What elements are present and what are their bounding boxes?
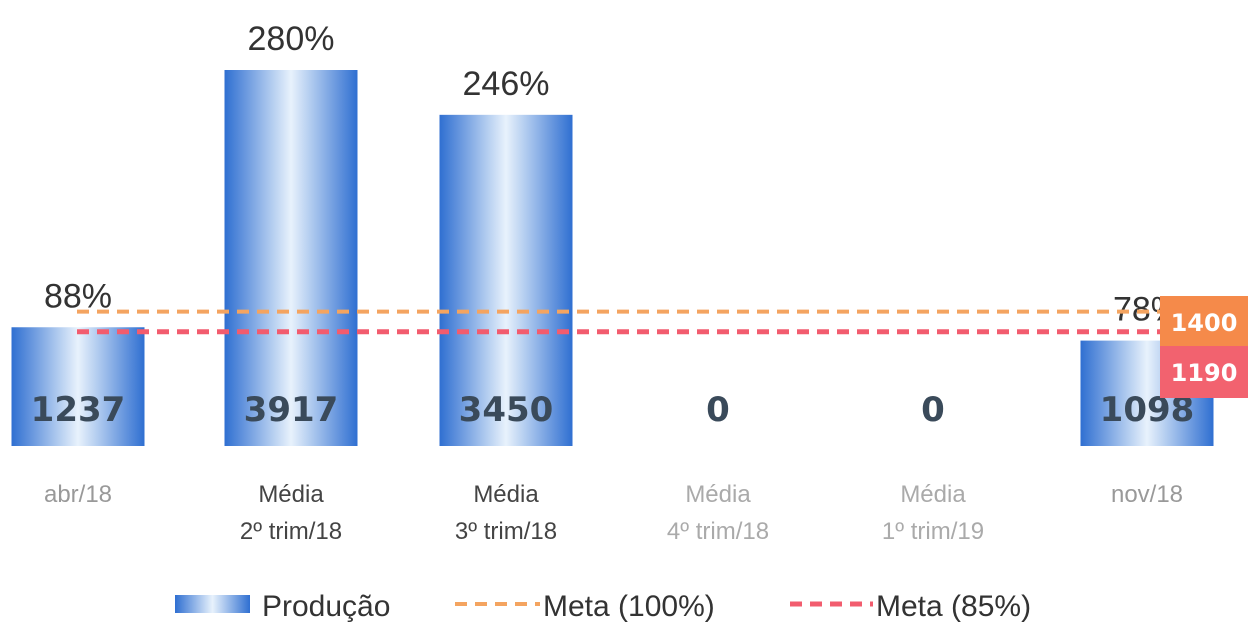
legend: Produção Meta (100%) Meta (85%) <box>175 590 1031 622</box>
target-badge-label: 1190 <box>1171 359 1238 387</box>
bar-value-label: 3917 <box>244 390 339 430</box>
bar-value-label: 1237 <box>31 390 126 430</box>
legend-label-producao: Produção <box>262 590 390 622</box>
category-label: 4º trim/18 <box>667 518 769 545</box>
bar <box>11 327 145 446</box>
category-label: Média <box>258 481 324 508</box>
bar-percent-label: 280% <box>248 20 335 58</box>
category-label: 2º trim/18 <box>240 518 342 545</box>
legend-swatch-producao <box>175 595 250 613</box>
legend-label-meta-100: Meta (100%) <box>543 590 715 622</box>
target-badge <box>1160 346 1248 398</box>
bar <box>439 114 573 446</box>
category-label: Média <box>685 481 751 508</box>
target-badges-layer: 1400 1190 <box>1160 296 1248 398</box>
bar-value-label: 3450 <box>459 390 554 430</box>
category-label: 3º trim/18 <box>455 518 557 545</box>
target-lines-layer <box>77 309 1160 335</box>
target-badge <box>1160 296 1248 348</box>
category-label: Média <box>900 481 966 508</box>
category-label: 1º trim/19 <box>882 518 984 545</box>
category-labels-layer: abr/18 Média 2º trim/18 Média 3º trim/18 Médi… <box>44 481 1183 545</box>
legend-label-meta-85: Meta (85%) <box>876 590 1031 622</box>
bar-value-labels-layer: 1237 3917 3450 0 0 1098 <box>31 390 1195 430</box>
bars-layer <box>11 70 1214 446</box>
target-badge-label: 1400 <box>1171 309 1238 337</box>
bar-percent-label: 88% <box>44 277 112 315</box>
bar-value-label: 0 <box>706 390 730 430</box>
percent-labels-layer: 88%280%246%78% <box>44 20 1181 329</box>
category-label: nov/18 <box>1111 481 1183 508</box>
bar-percent-label: 246% <box>463 65 550 103</box>
category-label: Média <box>473 481 539 508</box>
bar <box>224 70 358 446</box>
bar-value-label: 0 <box>921 390 945 430</box>
category-label: abr/18 <box>44 481 112 508</box>
